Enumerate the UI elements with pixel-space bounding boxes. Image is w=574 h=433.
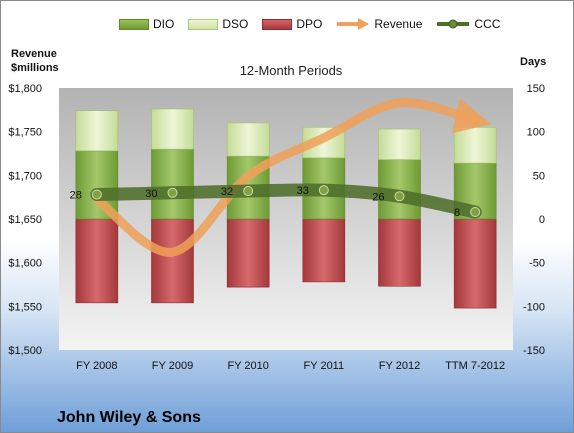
right-tick-label: -100 <box>523 301 545 313</box>
x-tick-label: FY 2011 <box>304 360 345 372</box>
bar-dpo <box>151 218 194 304</box>
bar-dso <box>226 122 270 157</box>
left-tick-label: $1,700 <box>8 170 42 182</box>
ccc-legend-line-icon <box>437 19 470 29</box>
left-tick-label: $1,800 <box>8 83 42 95</box>
right-tick-label: 0 <box>539 214 545 226</box>
chart-title: 12-Month Periods <box>239 63 343 78</box>
right-tick-label: 100 <box>527 127 545 139</box>
bar-dpo <box>226 218 270 288</box>
left-tick-label: $1,650 <box>8 214 42 226</box>
right-tick-label: 50 <box>533 170 545 182</box>
ccc-data-label: 33 <box>297 185 309 197</box>
revenue-line <box>92 98 491 257</box>
ccc-line <box>90 183 482 219</box>
bar-dpo <box>378 218 421 287</box>
right-axis-title: Days <box>520 56 547 68</box>
legend-item-dio: DIO <box>119 17 174 31</box>
ccc-point <box>318 185 329 196</box>
bar-dso <box>151 108 194 150</box>
bar-dio <box>151 148 194 220</box>
left-axis-title: Revenue $millions <box>11 48 59 74</box>
ccc-point <box>243 186 254 197</box>
ccc-point <box>91 189 102 200</box>
right-tick-label: -150 <box>523 345 545 357</box>
left-tick-label: $1,500 <box>8 345 42 357</box>
x-tick-label: TTM 7-2012 <box>445 360 505 372</box>
x-tick-label: FY 2012 <box>379 360 420 372</box>
bar-dpo <box>302 218 346 283</box>
x-tick-label: FY 2010 <box>227 360 268 372</box>
company-name: John Wiley & Sons <box>57 409 201 426</box>
legend-item-dso: DSO <box>188 17 248 31</box>
x-tick-label: FY 2008 <box>76 360 117 372</box>
ccc-data-label: 30 <box>145 188 157 200</box>
ccc-point <box>167 187 178 198</box>
bar-dpo <box>75 218 119 304</box>
left-tick-label: $1,600 <box>8 258 42 270</box>
left-tick-label: $1,750 <box>8 127 42 139</box>
bar-dso <box>378 128 421 160</box>
left-tick-label: $1,550 <box>8 301 42 313</box>
ccc-data-label: 28 <box>70 190 82 202</box>
ccc-data-label: 32 <box>221 186 233 198</box>
ccc-data-label: 8 <box>454 207 460 219</box>
right-tick-label: -50 <box>529 258 545 270</box>
bar-dso <box>453 127 497 164</box>
right-tick-label: 150 <box>527 83 545 95</box>
ccc-point <box>470 207 481 218</box>
x-tick-label: FY 2009 <box>152 360 193 372</box>
legend-item-ccc: CCC <box>436 17 500 31</box>
legend-item-dpo: DPO <box>262 17 322 31</box>
ccc-point <box>394 191 405 202</box>
ccc-data-label: 26 <box>372 191 384 203</box>
bar-dso <box>75 110 119 152</box>
legend: DIO DSO DPO Revenue CCC <box>119 15 514 33</box>
revenue-legend-arrow-icon <box>337 18 370 30</box>
bar-dpo <box>453 218 497 309</box>
legend-item-revenue: Revenue <box>336 17 422 31</box>
plot-area <box>59 88 513 350</box>
